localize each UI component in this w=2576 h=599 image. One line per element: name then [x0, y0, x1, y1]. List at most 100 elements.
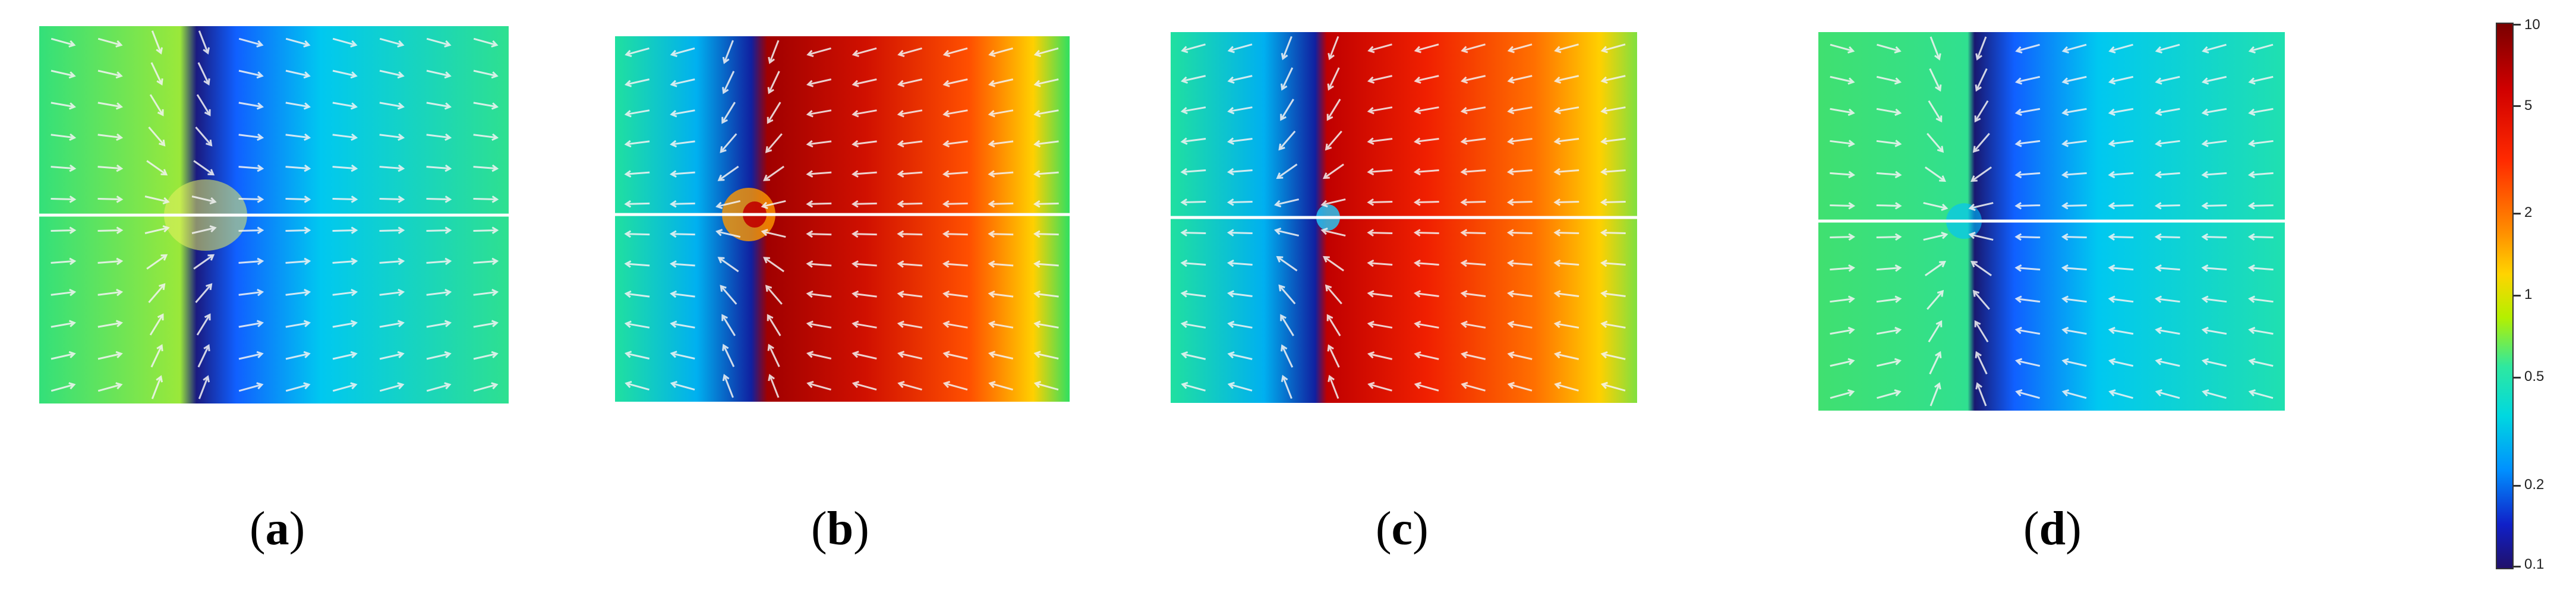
field-arrow [624, 260, 650, 268]
field-arrow [2061, 108, 2087, 116]
field-arrow [2014, 295, 2041, 303]
field-arrow [2155, 358, 2180, 367]
field-arrow [2014, 75, 2041, 85]
field-arrow [897, 47, 922, 58]
caption-d: (d) [2023, 503, 2082, 555]
field-arrow [1367, 43, 1392, 53]
field-arrow [1923, 232, 1948, 241]
field-map-c [1171, 32, 1637, 403]
field-arrow [988, 200, 1014, 208]
field-arrow [1970, 166, 1992, 182]
field-arrow [1974, 320, 1989, 343]
field-arrow [1227, 382, 1253, 392]
field-arrow [1328, 374, 1339, 399]
field-arrow [2061, 264, 2087, 272]
field-arrow [196, 313, 211, 336]
caption-c: (c) [1376, 503, 1429, 555]
field-arrow [1226, 259, 1253, 267]
field-arrow [426, 351, 452, 360]
field-arrow [942, 320, 968, 329]
field-arrow [1413, 198, 1439, 206]
field-arrow [1274, 227, 1300, 237]
field-arrow [1975, 382, 1987, 406]
field-arrow [1970, 261, 1992, 276]
field-arrow [51, 382, 76, 392]
field-arrow [942, 47, 968, 58]
field-arrow [2248, 358, 2274, 367]
field-arrow [625, 380, 649, 391]
field-arrow [426, 133, 452, 141]
field-arrow [1830, 358, 1855, 367]
field-arrow [1554, 382, 1579, 392]
field-arrow [1276, 256, 1298, 272]
field-arrow [379, 70, 405, 79]
field-panel-d [1818, 32, 2285, 411]
field-arrow [715, 200, 741, 209]
field-arrow [97, 37, 123, 48]
field-arrow [2154, 233, 2180, 241]
colorbar-gradient [2496, 23, 2514, 569]
field-arrow [1227, 351, 1253, 360]
colorbar-legend: 10 5 2 1 0.5 0.2 0.1 [2496, 17, 2576, 575]
colorbar-tick-label: 2 [2524, 204, 2533, 220]
field-arrow [285, 226, 311, 234]
field-arrow [767, 102, 781, 124]
field-arrow [988, 351, 1014, 360]
field-arrow [1276, 163, 1298, 179]
field-arrow [767, 343, 780, 367]
field-arrow [473, 226, 499, 234]
field-arrow [1460, 168, 1486, 176]
field-arrow [670, 320, 695, 329]
field-arrow [379, 226, 405, 234]
field-arrow [426, 196, 452, 203]
field-arrow [148, 283, 166, 303]
colorbar-tick-label: 0.5 [2524, 368, 2545, 384]
field-arrow [988, 320, 1014, 329]
field-arrow [285, 164, 311, 172]
field-arrow [1033, 290, 1059, 298]
field-arrow [238, 164, 264, 172]
field-arrow [988, 109, 1014, 118]
field-arrow [149, 313, 164, 336]
field-arrow [1278, 284, 1296, 305]
field-arrow [897, 230, 923, 238]
field-arrow [379, 133, 405, 141]
field-arrow [97, 382, 123, 392]
field-arrow [1367, 229, 1393, 237]
field-arrow [238, 196, 264, 203]
field-arrow [1414, 351, 1439, 360]
field-arrow [1507, 137, 1533, 145]
field-arrow [1876, 108, 1902, 116]
field-arrow [1600, 290, 1626, 298]
field-arrow [806, 351, 832, 360]
field-arrow [426, 288, 452, 297]
field-arrow [1460, 351, 1486, 360]
field-arrow [97, 288, 124, 297]
field-arrow [669, 170, 695, 178]
field-arrow [473, 257, 499, 266]
field-arrow [238, 133, 264, 141]
field-arrow [988, 380, 1013, 391]
field-arrow [1927, 133, 1944, 153]
field-arrow [852, 320, 877, 329]
field-arrow [806, 200, 832, 208]
field-arrow [1226, 198, 1253, 206]
field-arrow [2061, 326, 2087, 335]
field-arrow [144, 225, 170, 234]
field-arrow [767, 314, 781, 336]
field-arrow [1876, 295, 1902, 303]
field-arrow [1876, 140, 1902, 147]
field-arrow [1877, 389, 1902, 399]
field-arrow [146, 160, 168, 176]
field-arrow [851, 230, 877, 238]
field-arrow [473, 320, 499, 328]
field-arrow [2108, 43, 2133, 53]
field-arrow [2201, 358, 2227, 367]
field-panel-b [615, 36, 1070, 402]
field-panel-c [1171, 32, 1637, 403]
field-arrow [97, 196, 124, 203]
field-arrow [1876, 233, 1902, 241]
field-arrow [1876, 326, 1902, 335]
field-arrow [720, 133, 737, 153]
field-arrow [1328, 36, 1339, 61]
